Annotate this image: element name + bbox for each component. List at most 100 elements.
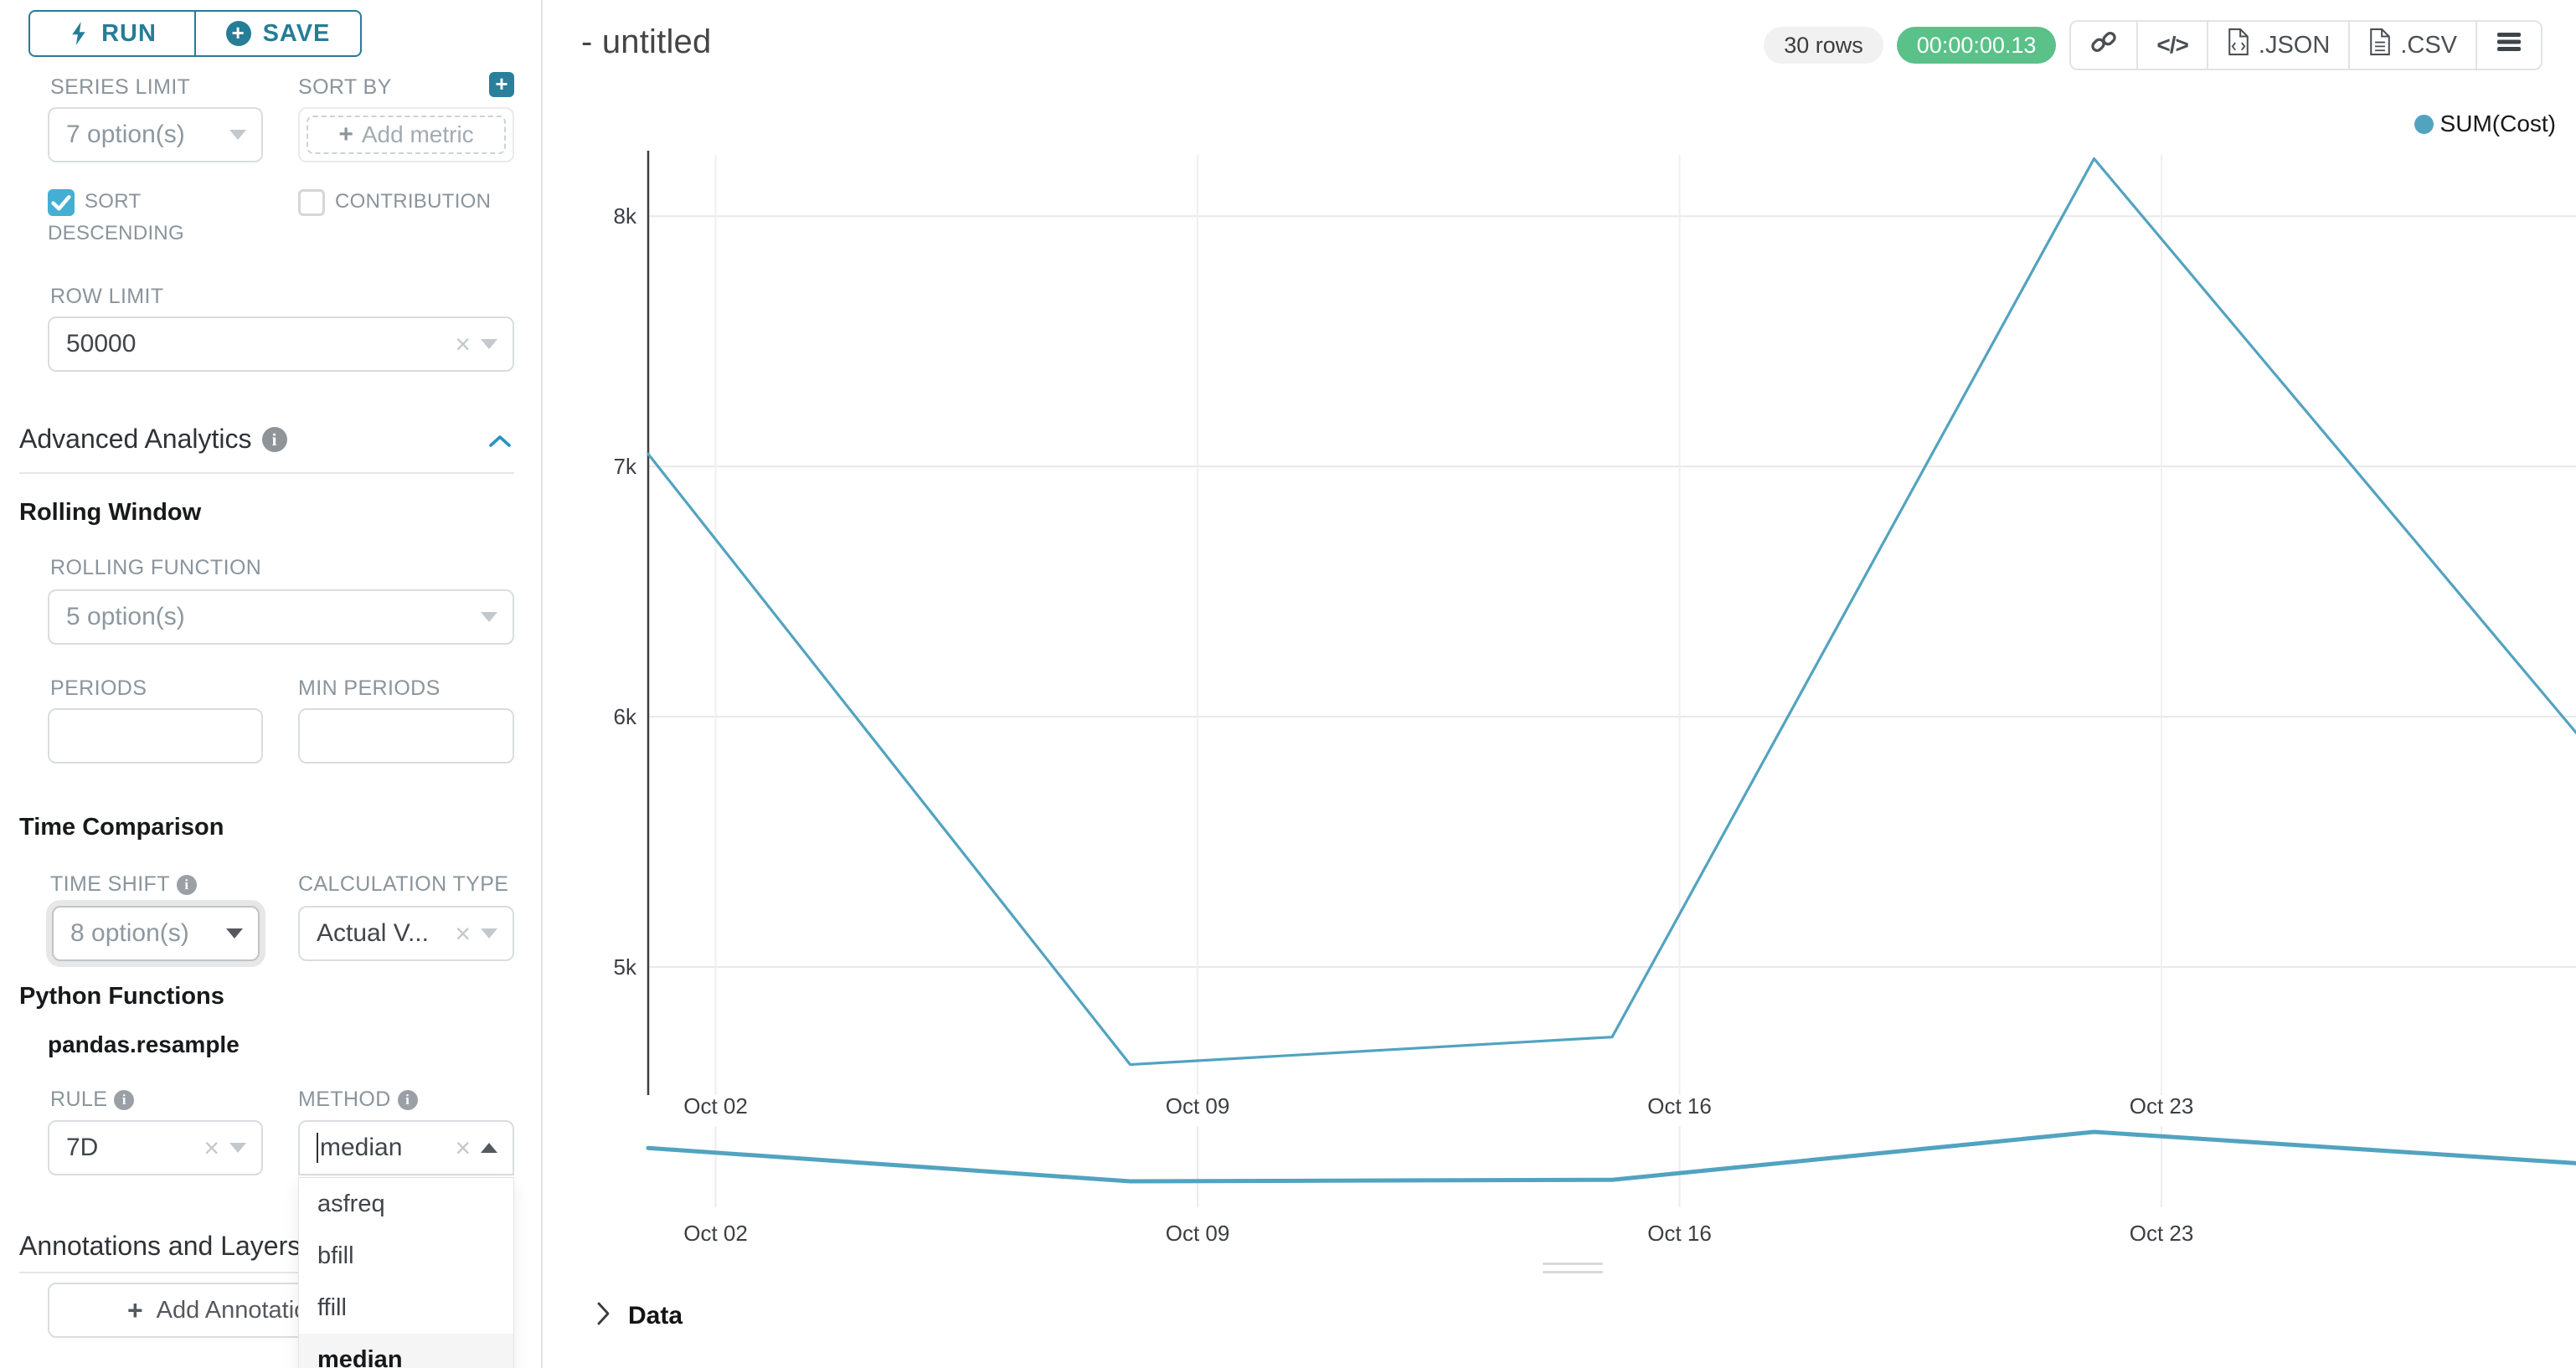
- control-panel: RUN + SAVE SERIES LIMIT SORT BY + 7 opti…: [0, 0, 543, 1368]
- series-line-main: [647, 157, 2576, 1067]
- data-panel-label: Data: [628, 1301, 683, 1329]
- series-line-mini: [646, 1129, 2576, 1184]
- method-option-asfreq[interactable]: asfreq: [317, 1191, 385, 1217]
- rule-label-text: RULE: [50, 1088, 108, 1111]
- info-icon[interactable]: i: [114, 1089, 135, 1110]
- rule-select[interactable]: 7D ×: [48, 1120, 263, 1175]
- legend-label: SUM(Cost): [2439, 111, 2556, 136]
- chart-panel: - untitled 30 rows 00:00:00.13 </>: [543, 0, 2576, 1368]
- hamburger-menu-icon: [2496, 31, 2522, 59]
- rule-value: 7D: [66, 1134, 99, 1161]
- save-button-label: SAVE: [262, 19, 331, 47]
- chevron-down-icon: [481, 612, 497, 622]
- save-button[interactable]: + SAVE: [196, 12, 360, 55]
- periods-label: PERIODS: [50, 676, 147, 700]
- add-metric-plus-button[interactable]: +: [489, 72, 514, 97]
- rolling-function-select[interactable]: 5 option(s): [48, 589, 514, 645]
- panel-resize-handle[interactable]: [1543, 1263, 1603, 1279]
- info-icon[interactable]: i: [397, 1089, 418, 1110]
- method-option-bfill[interactable]: bfill: [317, 1242, 354, 1269]
- x-axis-tick-label: Oct 02: [683, 1093, 748, 1119]
- chart-legend[interactable]: SUM(Cost): [2414, 111, 2556, 137]
- more-menu-button[interactable]: [2476, 22, 2541, 69]
- method-combobox[interactable]: median ×: [298, 1120, 514, 1175]
- x-axis-tick-label: Oct 09: [1166, 1093, 1230, 1119]
- checkbox-checked-icon[interactable]: [48, 188, 75, 216]
- python-functions-title: Python Functions: [19, 983, 224, 1010]
- mini-x-tick-label: Oct 09: [1166, 1221, 1230, 1246]
- rolling-function-label: ROLLING FUNCTION: [50, 556, 262, 579]
- data-panel-toggle[interactable]: Data: [596, 1301, 683, 1330]
- time-shift-label-text: TIME SHIFT: [50, 872, 170, 896]
- method-value: median: [320, 1134, 403, 1161]
- export-csv-label: .CSV: [2400, 31, 2457, 59]
- run-button[interactable]: RUN: [30, 12, 196, 55]
- info-icon[interactable]: i: [176, 874, 197, 895]
- series-limit-select[interactable]: 7 option(s): [48, 107, 263, 162]
- export-json-button[interactable]: .JSON: [2206, 22, 2348, 69]
- link-icon: [2089, 28, 2118, 63]
- y-axis-tick-label: 6k: [614, 704, 637, 729]
- periods-input[interactable]: [48, 708, 263, 764]
- view-query-button[interactable]: </>: [2136, 22, 2206, 69]
- divider: [19, 1272, 514, 1273]
- plus-icon: +: [126, 1294, 143, 1325]
- rule-label: RULE i: [50, 1088, 135, 1112]
- export-json-label: .JSON: [2258, 31, 2331, 59]
- chevron-right-icon: [596, 1301, 611, 1330]
- collapse-chevron-up-icon[interactable]: [487, 432, 513, 455]
- sort-by-field: + Add metric: [298, 107, 514, 162]
- run-button-label: RUN: [101, 19, 157, 47]
- run-save-button-group: RUN + SAVE: [28, 10, 362, 57]
- time-comparison-title: Time Comparison: [19, 814, 224, 841]
- contribution-checkbox-row[interactable]: CONTRIBUTION: [298, 186, 518, 218]
- json-file-icon: [2227, 28, 2250, 63]
- method-label-text: METHOD: [298, 1088, 391, 1111]
- calculation-type-select[interactable]: Actual V... ×: [298, 906, 514, 961]
- share-link-button[interactable]: [2071, 22, 2136, 69]
- lightning-icon: [68, 21, 90, 46]
- legend-dot-icon: [2414, 114, 2434, 134]
- y-axis-tick-label: 8k: [614, 203, 637, 229]
- method-option-ffill[interactable]: ffill: [317, 1294, 347, 1321]
- mini-x-tick-label: Oct 02: [683, 1221, 748, 1246]
- code-icon: </>: [2156, 32, 2188, 58]
- clear-icon[interactable]: ×: [455, 918, 471, 949]
- annotations-header[interactable]: Annotations and Layers: [19, 1231, 301, 1262]
- clear-icon[interactable]: ×: [455, 329, 471, 359]
- add-metric-button[interactable]: + Add metric: [307, 116, 506, 154]
- clear-icon[interactable]: ×: [204, 1133, 219, 1163]
- checkbox-unchecked-icon[interactable]: [298, 188, 325, 216]
- min-periods-label: MIN PERIODS: [298, 676, 440, 700]
- info-icon[interactable]: i: [261, 426, 287, 452]
- advanced-analytics-header[interactable]: Advanced Analytics i: [19, 424, 287, 455]
- pandas-resample-label: pandas.resample: [48, 1031, 240, 1057]
- chart-header-actions: 30 rows 00:00:00.13 </>: [1764, 20, 2543, 70]
- sort-by-label: SORT BY: [298, 75, 392, 99]
- x-axis-tick-label: Oct 23: [2130, 1093, 2194, 1119]
- time-shift-select[interactable]: 8 option(s): [52, 906, 260, 961]
- row-count-badge: 30 rows: [1764, 27, 1883, 64]
- chevron-down-icon: [481, 339, 497, 349]
- row-limit-value: 50000: [66, 330, 137, 357]
- min-periods-input[interactable]: [298, 708, 514, 764]
- row-limit-label: ROW LIMIT: [50, 285, 164, 308]
- query-timer-badge: 00:00:00.13: [1896, 27, 2057, 64]
- chart-canvas: 8k 7k 6k 5k Oct 02 Oct 09 Oct 16 Oct 23 Oct 02 Oc…: [614, 151, 2576, 1246]
- rolling-window-title: Rolling Window: [19, 499, 202, 526]
- row-limit-select[interactable]: 50000 ×: [48, 316, 514, 372]
- clear-icon[interactable]: ×: [455, 1133, 471, 1163]
- annotations-title: Annotations and Layers: [19, 1231, 301, 1261]
- rolling-function-value: 5 option(s): [66, 603, 185, 630]
- sort-descending-checkbox-row[interactable]: SORT DESCENDING: [48, 186, 267, 249]
- chevron-up-icon: [481, 1143, 497, 1153]
- contribution-label: CONTRIBUTION: [335, 190, 492, 213]
- plus-icon: +: [338, 121, 353, 148]
- divider: [19, 472, 514, 474]
- export-csv-button[interactable]: .CSV: [2348, 22, 2476, 69]
- mini-x-tick-label: Oct 16: [1647, 1221, 1712, 1246]
- series-limit-label: SERIES LIMIT: [50, 75, 191, 99]
- chart-title[interactable]: - untitled: [581, 23, 712, 60]
- text-cursor: [317, 1133, 318, 1163]
- method-option-median[interactable]: median: [299, 1334, 513, 1368]
